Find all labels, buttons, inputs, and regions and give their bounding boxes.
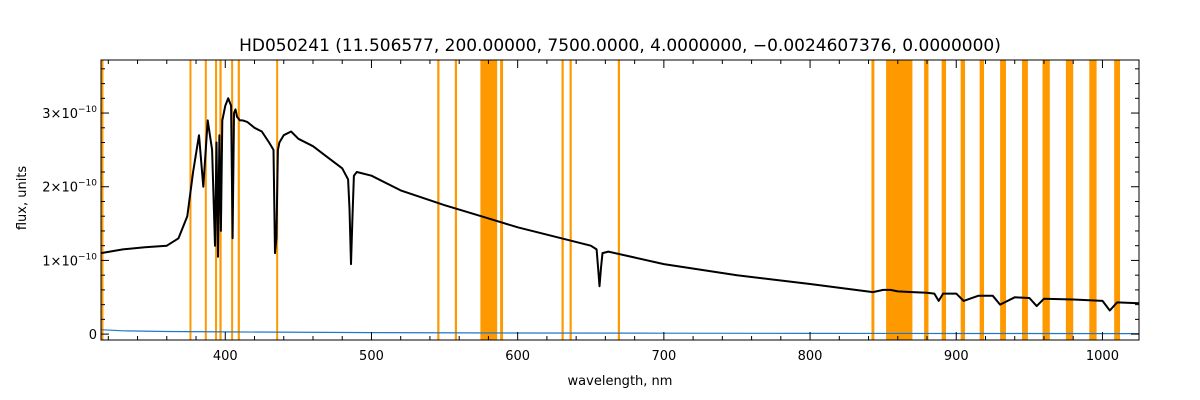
masked-region-25	[1114, 60, 1120, 340]
masked-region-19	[979, 60, 985, 340]
masked-regions	[101, 60, 1120, 340]
masked-region-17	[941, 60, 947, 340]
masked-region-9	[480, 60, 498, 340]
y-tick-label-2: 2×10−10	[42, 179, 97, 196]
x-tick-label-500: 500	[359, 349, 384, 364]
masked-region-15	[886, 60, 913, 340]
masked-region-12	[569, 60, 572, 340]
masked-region-10	[500, 60, 504, 340]
error-series-line	[100, 329, 1140, 335]
masked-region-14	[871, 60, 875, 340]
x-axis: 400 500 600 700 800 900 1000	[107, 60, 1119, 364]
x-axis-label: wavelength, nm	[568, 374, 673, 389]
masked-region-21	[1022, 60, 1028, 340]
masked-region-7	[437, 60, 440, 340]
y-axis-label: flux, units	[15, 166, 30, 231]
masked-region-5	[237, 60, 240, 340]
flux-series-line	[100, 97, 1140, 312]
x-tick-label-800: 800	[798, 349, 823, 364]
masked-region-22	[1042, 60, 1050, 340]
masked-region-16	[924, 60, 929, 340]
x-tick-label-700: 700	[651, 349, 676, 364]
x-tick-label-1000: 1000	[1086, 349, 1119, 364]
masked-region-18	[960, 60, 966, 340]
y-tick-label-3: 3×10−10	[42, 105, 97, 122]
masked-region-23	[1065, 60, 1074, 340]
masked-region-11	[561, 60, 564, 340]
y-axis: 0 1×10−10 2×10−10 3×10−10	[42, 68, 1139, 343]
plot-frame	[100, 59, 1140, 341]
x-tick-label-900: 900	[944, 349, 969, 364]
masked-region-8	[454, 60, 457, 340]
masked-region-24	[1089, 60, 1097, 340]
masked-region-1	[204, 60, 207, 340]
series-layer	[100, 97, 1140, 335]
y-tick-label-1: 1×10−10	[42, 252, 97, 269]
chart-title: HD050241 (11.506577, 200.00000, 7500.000…	[239, 36, 1001, 56]
x-tick-label-600: 600	[505, 349, 530, 364]
masked-region-0	[189, 60, 192, 340]
masked-region-13	[617, 60, 620, 340]
masked-region-left-edge	[101, 60, 104, 340]
x-tick-label-400: 400	[213, 349, 238, 364]
y-tick-label-0: 0	[89, 328, 97, 343]
masked-region-20	[1000, 60, 1006, 340]
